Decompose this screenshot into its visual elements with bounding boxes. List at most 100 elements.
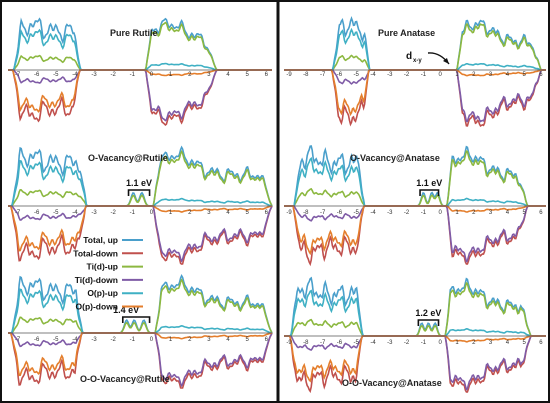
tick-label: 1 bbox=[169, 72, 173, 78]
tick-label: 4 bbox=[226, 72, 230, 78]
gap-bracket bbox=[127, 189, 151, 196]
tick-label: -1 bbox=[421, 210, 427, 216]
panel-title: O-Vacancy@Anatase bbox=[350, 153, 440, 163]
tick-label: 0 bbox=[150, 72, 154, 78]
tick-label: -1 bbox=[421, 340, 427, 346]
tick-label: 5 bbox=[522, 72, 526, 78]
tick-label: -7 bbox=[15, 337, 21, 343]
tick-label: 5 bbox=[245, 72, 249, 78]
panel-title: Pure Rutile bbox=[110, 28, 158, 38]
tick-label: 0 bbox=[439, 340, 443, 346]
tick-label: -2 bbox=[111, 72, 117, 78]
tick-label: -4 bbox=[72, 72, 78, 78]
tick-label: -7 bbox=[320, 72, 326, 78]
tick-label: -6 bbox=[337, 210, 343, 216]
gap-label: 1.1 eV bbox=[126, 178, 152, 188]
legend-label-tid-down: Ti(d)-down bbox=[75, 275, 118, 285]
tick-label: 0 bbox=[150, 337, 154, 343]
tick-label: 6 bbox=[539, 210, 543, 216]
legend-label-total-down: Total-down bbox=[73, 248, 118, 258]
tick-label: 3 bbox=[489, 340, 493, 346]
annotation-sub: x-y bbox=[413, 58, 422, 64]
tick-label: -5 bbox=[53, 72, 59, 78]
tick-label: -5 bbox=[354, 72, 360, 78]
tick-label: -4 bbox=[72, 337, 78, 343]
tick-label: -5 bbox=[354, 210, 360, 216]
tick-label: -8 bbox=[303, 340, 309, 346]
legend-label-op-up: O(p)-up bbox=[87, 288, 118, 298]
tick-label: -5 bbox=[354, 340, 360, 346]
tick-label: -5 bbox=[53, 210, 59, 216]
tick-label: -2 bbox=[404, 72, 410, 78]
tick-label: -6 bbox=[34, 72, 40, 78]
series-tid-up-3 bbox=[8, 149, 273, 207]
tick-label: 6 bbox=[265, 337, 269, 343]
tick-label: 1 bbox=[455, 210, 459, 216]
tick-label: -1 bbox=[130, 210, 136, 216]
tick-label: -8 bbox=[303, 72, 309, 78]
tick-label: -9 bbox=[286, 340, 292, 346]
gap-label: 1.2 eV bbox=[415, 308, 441, 318]
panel-title: Pure Anatase bbox=[378, 28, 435, 38]
dxy-annotation: d x-y bbox=[406, 51, 450, 65]
tick-label: 4 bbox=[506, 72, 510, 78]
panel-bottom-title: O-O-Vacancy@Anatase bbox=[342, 378, 442, 388]
gap-bracket bbox=[419, 189, 440, 196]
tick-label: 2 bbox=[472, 210, 476, 216]
gap-label: 1.4 eV bbox=[113, 305, 139, 315]
tick-label: -3 bbox=[91, 72, 97, 78]
tick-label: -7 bbox=[15, 72, 21, 78]
tick-label: 4 bbox=[226, 337, 230, 343]
tick-label: 1 bbox=[455, 340, 459, 346]
tick-label: 6 bbox=[539, 72, 543, 78]
tick-label: 1 bbox=[169, 210, 173, 216]
dos-panel-5: -7 -6 -5 -4 -3 -2 -1 0 1 2 3 4 5 6 O-O-Vacancy@Rutile 1… bbox=[8, 273, 273, 389]
tick-label: 4 bbox=[506, 210, 510, 216]
tick-label: -6 bbox=[337, 340, 343, 346]
tick-label: -2 bbox=[111, 337, 117, 343]
tick-label: 6 bbox=[265, 72, 269, 78]
legend: Total, up Total-down Ti(d)-up Ti(d)-down O(p… bbox=[73, 235, 143, 312]
tick-label: 2 bbox=[472, 72, 476, 78]
dos-panel-3: -7 -6 -5 -4 -3 -2 -1 0 1 2 3 4 5 6 O-Vacancy@Rutile 1.1… bbox=[8, 145, 273, 265]
tick-label: -1 bbox=[130, 72, 136, 78]
dos-panel-6: -9 -8 -7 -6 -5 -4 -3 -2 -1 0 1 2 3 4 5 6 O-O-Vacancy@Ana… bbox=[284, 276, 546, 394]
gap-bracket bbox=[417, 319, 440, 326]
tick-label: 4 bbox=[226, 210, 230, 216]
tick-label: 4 bbox=[506, 340, 510, 346]
dos-panel-2: -9 -8 -7 -6 -5 -4 -3 -2 -1 0 1 2 3 4 5 6 Pure Anatase bbox=[284, 16, 546, 128]
panel-bottom-title: O-O-Vacancy@Rutile bbox=[80, 374, 170, 384]
tick-label: 2 bbox=[188, 72, 192, 78]
dos-panel-1: -7 -6 -5 -4 -3 -2 -1 0 1 2 3 4 5 6 Pure Rutile bbox=[8, 17, 272, 126]
tick-label: -3 bbox=[387, 72, 393, 78]
tick-label: -6 bbox=[34, 337, 40, 343]
tick-label: 1 bbox=[455, 72, 459, 78]
tick-label: -4 bbox=[370, 340, 376, 346]
tick-label: -7 bbox=[15, 210, 21, 216]
tick-label: -7 bbox=[320, 210, 326, 216]
tick-label: -2 bbox=[111, 210, 117, 216]
tick-label: 0 bbox=[150, 210, 154, 216]
tick-label: -2 bbox=[404, 340, 410, 346]
tick-label: -4 bbox=[370, 210, 376, 216]
tick-label: 5 bbox=[522, 210, 526, 216]
tick-label: 2 bbox=[472, 340, 476, 346]
tick-label: -1 bbox=[130, 337, 136, 343]
panel-title: O-Vacancy@Rutile bbox=[88, 153, 168, 163]
tick-label: 5 bbox=[245, 337, 249, 343]
tick-label: -6 bbox=[337, 72, 343, 78]
tick-label: 3 bbox=[207, 337, 211, 343]
tick-label: 0 bbox=[439, 72, 443, 78]
tick-label: 0 bbox=[439, 210, 443, 216]
tick-label: -3 bbox=[387, 340, 393, 346]
tick-label: -6 bbox=[34, 210, 40, 216]
tick-label: 3 bbox=[489, 210, 493, 216]
tick-label: 5 bbox=[245, 210, 249, 216]
tick-label: -4 bbox=[370, 72, 376, 78]
tick-label: -3 bbox=[91, 210, 97, 216]
tick-label: 3 bbox=[207, 72, 211, 78]
tick-label: 6 bbox=[539, 340, 543, 346]
legend-label-op-down: O(p)-down bbox=[76, 302, 118, 312]
tick-label: -7 bbox=[320, 340, 326, 346]
